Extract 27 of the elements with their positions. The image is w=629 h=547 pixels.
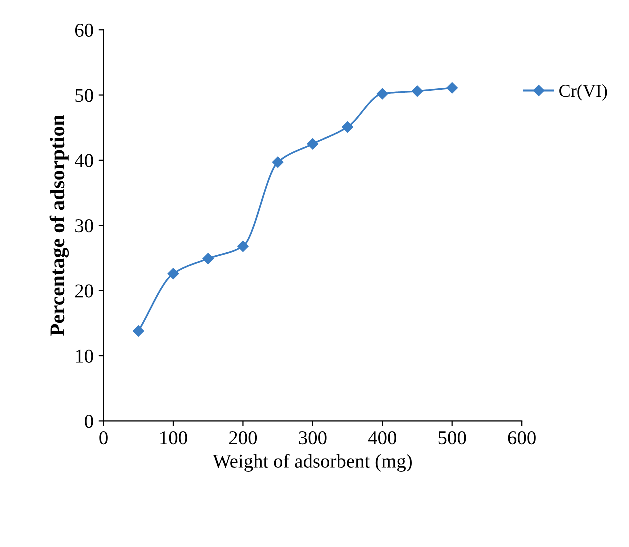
point [307, 138, 319, 150]
x-tick-label: 300 [299, 431, 327, 445]
y-tick-label: 50 [76, 89, 94, 102]
x-tick-label: 100 [160, 431, 188, 445]
y-tick-label: 0 [85, 415, 94, 428]
y-axis-title: Percentage of adsorption [50, 115, 70, 336]
x-tick-label: 500 [438, 431, 466, 445]
x-tick-label: 600 [508, 431, 536, 445]
point [446, 82, 458, 94]
x-tick-label: 400 [368, 431, 396, 445]
point [272, 156, 284, 168]
point [377, 88, 388, 100]
point [202, 253, 214, 264]
y-tick-label: 30 [76, 219, 94, 233]
point [412, 86, 424, 97]
point [342, 122, 354, 133]
x-tick-label: 200 [229, 431, 258, 445]
legend-label: Cr(VI) [560, 84, 608, 101]
y-tick-label: 20 [75, 284, 94, 298]
y-tick-label: 60 [75, 24, 94, 38]
point [238, 240, 249, 252]
y-tick-label: 40 [75, 154, 94, 168]
point [168, 268, 180, 280]
x-tick-label: 0 [100, 431, 108, 445]
y-tick-label: 10 [76, 350, 94, 363]
x-axis-title: Weight of adsorbent (mg) [213, 454, 412, 472]
point [133, 326, 144, 337]
